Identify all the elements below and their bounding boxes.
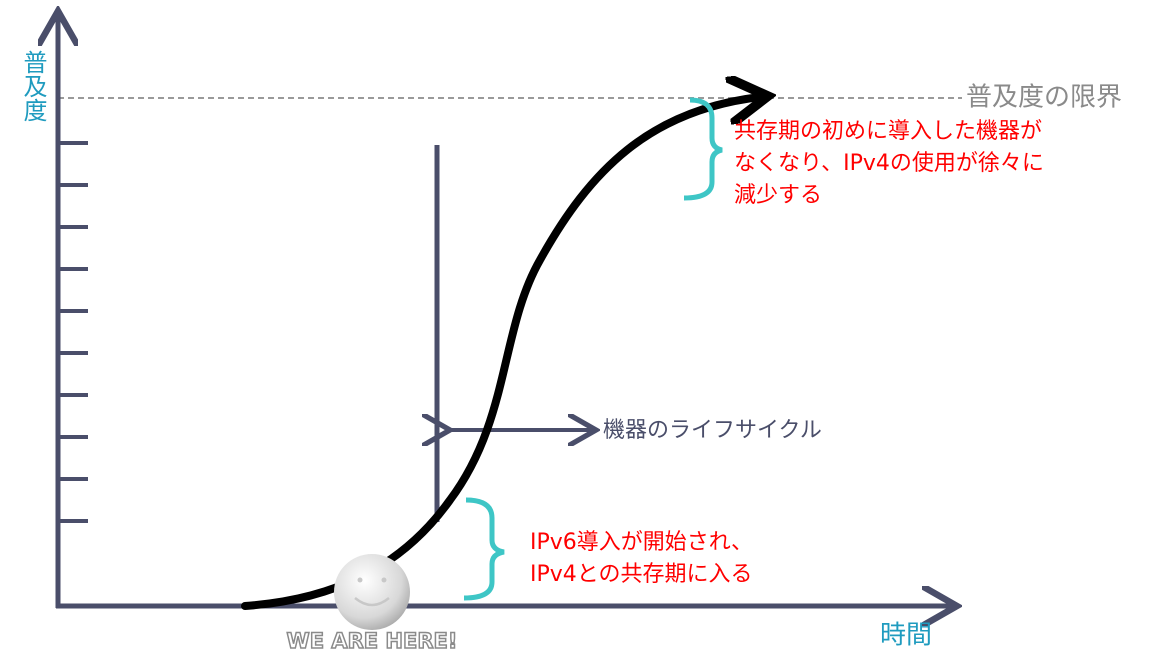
note-line: IPv4との共存期に入る [530, 562, 753, 587]
brace [463, 497, 505, 601]
smiley-mouth [354, 597, 390, 607]
x-axis-label: 時間 [880, 621, 932, 651]
note-line: なくなり、IPv4の使用が徐々に [734, 151, 1044, 176]
note-line: 共存期の初めに導入した機器が [734, 119, 1042, 144]
ticks [58, 141, 88, 523]
smiley [334, 554, 410, 630]
start-note: IPv6導入が開始され、 IPv4との共存期に入る [530, 530, 753, 587]
limit-label: 普及度の限界 [966, 83, 1122, 113]
badge-label: WE ARE HERE! [287, 629, 458, 653]
y-axis-label: 普及度 [19, 50, 47, 122]
lifecycle-label: 機器のライフサイクル [603, 418, 822, 443]
smiley-eye [381, 577, 387, 583]
note-line: 減少する [734, 183, 822, 208]
decline-note: 共存期の初めに導入した機器が なくなり、IPv4の使用が徐々に 減少する [734, 119, 1044, 208]
brace [683, 97, 723, 201]
note-line: IPv6導入が開始され、 [530, 530, 753, 555]
smiley-eye [357, 577, 363, 583]
